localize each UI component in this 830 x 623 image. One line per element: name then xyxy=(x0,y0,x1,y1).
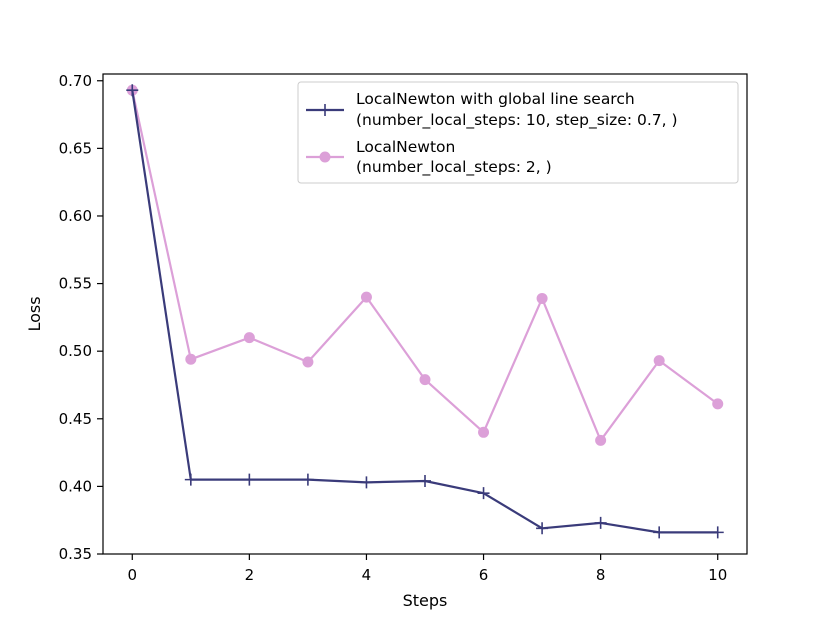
x-tick-label: 0 xyxy=(127,566,137,584)
data-point xyxy=(185,353,197,365)
series-2 xyxy=(126,84,724,446)
legend-marker-series-2 xyxy=(319,151,331,163)
data-point xyxy=(184,473,197,486)
data-point xyxy=(478,426,490,438)
data-point xyxy=(126,84,139,97)
data-point xyxy=(360,291,372,303)
data-point xyxy=(536,292,548,304)
data-point xyxy=(653,355,665,367)
data-point xyxy=(243,473,256,486)
data-point xyxy=(536,522,549,535)
data-point xyxy=(302,356,314,368)
y-axis-ticks: 0.35 0.40 0.45 0.50 0.55 0.60 0.65 0.70 xyxy=(59,72,103,563)
y-axis-label: Loss xyxy=(25,296,44,331)
legend: LocalNewton with global line search (num… xyxy=(297,81,739,184)
data-point xyxy=(712,398,724,410)
y-tick-label: 0.50 xyxy=(59,342,92,360)
y-tick-label: 0.65 xyxy=(59,139,92,157)
x-tick-label: 4 xyxy=(362,566,372,584)
legend-label-series-2-line2: (number_local_steps: 2, ) xyxy=(356,158,552,177)
x-tick-label: 8 xyxy=(596,566,606,584)
legend-label-series-1-line2: (number_local_steps: 10, step_size: 0.7,… xyxy=(356,111,678,130)
data-point xyxy=(595,434,607,446)
y-tick-label: 0.35 xyxy=(59,545,92,563)
data-point xyxy=(477,487,490,500)
y-tick-label: 0.55 xyxy=(59,275,92,293)
data-point xyxy=(653,526,666,539)
data-point xyxy=(419,474,431,487)
data-point xyxy=(594,516,607,529)
y-tick-label: 0.45 xyxy=(59,410,92,428)
data-point xyxy=(360,476,373,489)
data-point xyxy=(419,374,431,386)
x-axis-label: Steps xyxy=(403,591,448,610)
x-axis-ticks: 0 2 4 6 8 10 xyxy=(127,554,727,584)
legend-box xyxy=(297,81,739,184)
legend-label-series-2: LocalNewton xyxy=(356,138,455,156)
legend-label-series-1: LocalNewton with global line search xyxy=(356,90,635,108)
legend-marker-series-1 xyxy=(319,104,331,116)
x-tick-label: 10 xyxy=(708,566,727,584)
plot-area-frame xyxy=(102,73,748,555)
series-layer xyxy=(126,84,724,539)
data-point xyxy=(301,473,314,486)
y-tick-label: 0.40 xyxy=(59,477,92,495)
data-point xyxy=(243,332,255,344)
y-tick-label: 0.60 xyxy=(59,207,92,225)
x-tick-label: 6 xyxy=(479,566,489,584)
y-tick-label: 0.70 xyxy=(59,72,92,90)
series-1 xyxy=(126,84,724,539)
data-point xyxy=(711,526,724,539)
x-tick-label: 2 xyxy=(245,566,255,584)
